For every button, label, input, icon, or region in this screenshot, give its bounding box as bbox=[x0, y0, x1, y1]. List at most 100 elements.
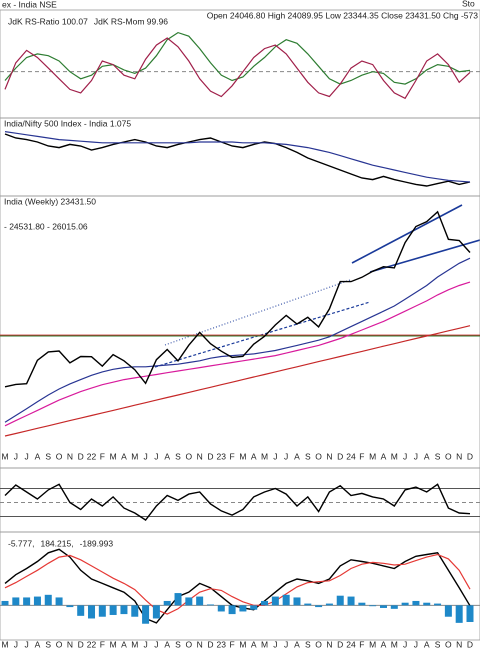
x-tick-label: D bbox=[78, 451, 84, 461]
x-tick-label: J bbox=[414, 451, 418, 461]
panel-subtitle: - 24531.80 - 26015.06 bbox=[4, 221, 88, 231]
x-tick-label: M bbox=[239, 451, 246, 461]
histogram-bar bbox=[44, 594, 52, 606]
histogram-bar bbox=[88, 605, 96, 619]
histogram-bar bbox=[444, 605, 452, 617]
histogram-bar bbox=[174, 593, 182, 606]
ohlc: Open 24046.80 High 24089.95 Low 23344.35… bbox=[207, 10, 479, 20]
x-tick-label: A bbox=[424, 639, 430, 649]
x-tick-label: M bbox=[239, 639, 246, 649]
x-tick-label: M bbox=[131, 451, 138, 461]
series-line bbox=[4, 483, 471, 521]
histogram-bar bbox=[261, 600, 269, 606]
legend-entry: 184.215, bbox=[40, 538, 73, 548]
x-tick-label: A bbox=[294, 451, 300, 461]
x-tick-label: F bbox=[229, 451, 234, 461]
x-tick-label: D bbox=[207, 451, 213, 461]
x-tick-label: M bbox=[391, 639, 398, 649]
x-tick-label: M bbox=[110, 451, 117, 461]
histogram-bar bbox=[98, 605, 106, 617]
histogram-bar bbox=[315, 605, 323, 608]
x-tick-label: A bbox=[251, 451, 257, 461]
x-tick-label: J bbox=[25, 451, 29, 461]
x-tick-label: A bbox=[35, 639, 41, 649]
x-tick-label: J bbox=[143, 451, 147, 461]
histogram-bar bbox=[217, 605, 225, 612]
histogram-bar bbox=[131, 605, 139, 617]
histogram-bar bbox=[369, 605, 377, 607]
x-tick-label: A bbox=[294, 639, 300, 649]
histogram-bar bbox=[293, 597, 301, 606]
x-tick-label: S bbox=[175, 451, 181, 461]
x-tick-label: O bbox=[315, 451, 322, 461]
x-tick-label: D bbox=[337, 451, 343, 461]
x-tick-label: 24 bbox=[346, 451, 356, 461]
histogram-bar bbox=[120, 605, 128, 615]
x-tick-label: 22 bbox=[87, 639, 97, 649]
x-tick-label: J bbox=[284, 639, 288, 649]
chart-title: ex - India NSE bbox=[2, 0, 57, 9]
x-tick-label: N bbox=[456, 639, 462, 649]
x-tick-label: O bbox=[56, 639, 63, 649]
x-tick-label: S bbox=[175, 639, 181, 649]
histogram-bar bbox=[358, 602, 366, 606]
series-line bbox=[4, 257, 471, 423]
x-tick-label: J bbox=[154, 639, 158, 649]
x-tick-label: M bbox=[131, 639, 138, 649]
x-tick-label: D bbox=[467, 451, 473, 461]
histogram-bar bbox=[55, 597, 63, 606]
x-tick-label: A bbox=[424, 451, 430, 461]
x-tick-label: O bbox=[315, 639, 322, 649]
x-tick-label: A bbox=[35, 451, 41, 461]
histogram-bar bbox=[228, 605, 236, 615]
series-line bbox=[4, 210, 471, 388]
histogram-bar bbox=[163, 600, 171, 606]
histogram-bar bbox=[336, 595, 344, 606]
x-tick-label: J bbox=[14, 639, 18, 649]
x-tick-label: S bbox=[305, 639, 311, 649]
x-tick-label: N bbox=[326, 639, 332, 649]
source: Sto bbox=[462, 0, 475, 8]
trendline bbox=[351, 204, 463, 264]
x-tick-label: M bbox=[1, 451, 8, 461]
histogram-bar bbox=[206, 604, 214, 606]
histogram-bar bbox=[239, 605, 247, 612]
x-tick-label: A bbox=[164, 451, 170, 461]
histogram-bar bbox=[66, 605, 74, 608]
histogram-bar bbox=[250, 605, 258, 610]
x-tick-label: S bbox=[45, 451, 51, 461]
histogram-bar bbox=[347, 596, 355, 606]
x-tick-label: J bbox=[14, 451, 18, 461]
x-tick-label: O bbox=[186, 639, 193, 649]
x-tick-label: F bbox=[229, 639, 234, 649]
x-tick-label: A bbox=[381, 639, 387, 649]
histogram-bar bbox=[33, 596, 41, 606]
x-tick-label: A bbox=[251, 639, 257, 649]
x-tick-label: A bbox=[381, 451, 387, 461]
x-tick-label: D bbox=[467, 639, 473, 649]
x-tick-label: O bbox=[186, 451, 193, 461]
trendline bbox=[154, 301, 371, 368]
x-tick-label: S bbox=[305, 451, 311, 461]
histogram-bar bbox=[185, 597, 193, 606]
histogram-bar bbox=[152, 605, 160, 619]
legend-entry: JdK RS-Ratio 100.07 bbox=[8, 16, 88, 26]
x-tick-label: N bbox=[67, 451, 73, 461]
x-tick-label: J bbox=[154, 451, 158, 461]
series-line bbox=[4, 133, 471, 187]
x-tick-label: 22 bbox=[87, 451, 97, 461]
histogram-bar bbox=[325, 603, 333, 606]
histogram-bar bbox=[282, 594, 290, 606]
x-tick-label: 23 bbox=[217, 451, 227, 461]
x-tick-label: N bbox=[197, 451, 203, 461]
x-tick-label: D bbox=[78, 639, 84, 649]
x-tick-label: 23 bbox=[217, 639, 227, 649]
series-line bbox=[4, 548, 471, 624]
x-tick-label: F bbox=[359, 639, 364, 649]
x-tick-label: F bbox=[359, 451, 364, 461]
histogram-bar bbox=[390, 605, 398, 609]
x-tick-label: J bbox=[273, 639, 277, 649]
series-line bbox=[4, 325, 471, 437]
histogram-bar bbox=[304, 603, 312, 606]
series-line bbox=[4, 37, 471, 100]
